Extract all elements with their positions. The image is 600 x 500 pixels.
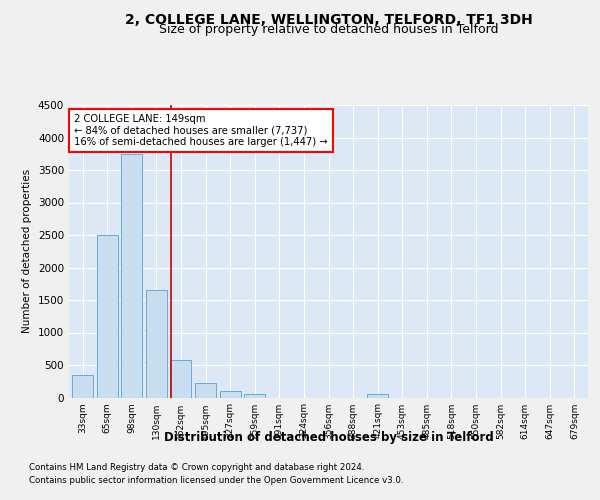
Text: 2 COLLEGE LANE: 149sqm
← 84% of detached houses are smaller (7,737)
16% of semi-: 2 COLLEGE LANE: 149sqm ← 84% of detached… bbox=[74, 114, 328, 147]
Bar bbox=[146, 290, 167, 398]
Bar bbox=[121, 154, 142, 398]
Text: Size of property relative to detached houses in Telford: Size of property relative to detached ho… bbox=[159, 22, 499, 36]
Y-axis label: Number of detached properties: Number of detached properties bbox=[22, 169, 32, 334]
Bar bbox=[170, 360, 191, 398]
Text: Contains HM Land Registry data © Crown copyright and database right 2024.: Contains HM Land Registry data © Crown c… bbox=[29, 464, 364, 472]
Bar bbox=[72, 375, 93, 398]
Text: Contains public sector information licensed under the Open Government Licence v3: Contains public sector information licen… bbox=[29, 476, 403, 485]
Bar bbox=[367, 394, 388, 398]
Text: 2, COLLEGE LANE, WELLINGTON, TELFORD, TF1 3DH: 2, COLLEGE LANE, WELLINGTON, TELFORD, TF… bbox=[125, 12, 533, 26]
Bar bbox=[244, 394, 265, 398]
Bar bbox=[220, 391, 241, 398]
Bar bbox=[97, 235, 118, 398]
Text: Distribution of detached houses by size in Telford: Distribution of detached houses by size … bbox=[164, 431, 494, 444]
Bar bbox=[195, 383, 216, 398]
